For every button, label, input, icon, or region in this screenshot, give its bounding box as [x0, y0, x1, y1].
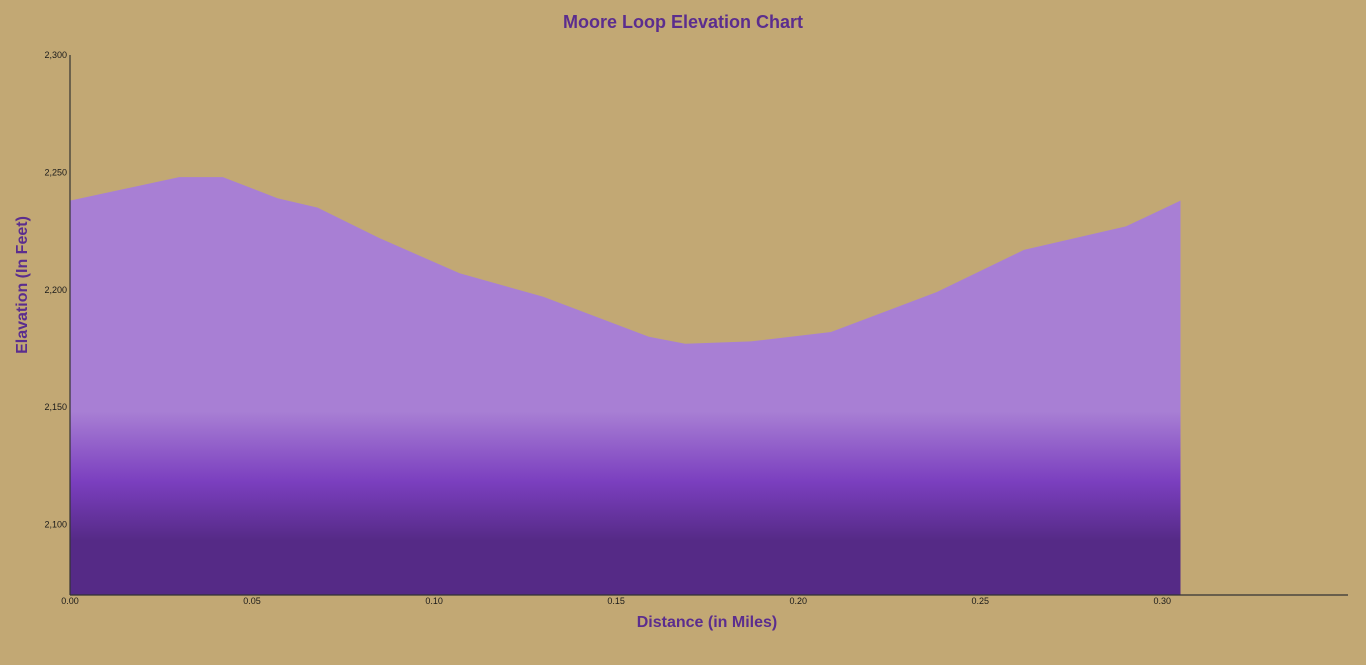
- x-tick-label: 0.25: [971, 596, 989, 606]
- y-tick-label: 2,150: [44, 402, 67, 412]
- y-tick-label: 2,100: [44, 520, 67, 530]
- x-tick-label: 0.30: [1154, 596, 1172, 606]
- y-tick-label: 2,300: [44, 50, 67, 60]
- x-axis-title: Distance (in Miles): [637, 614, 777, 631]
- elevation-area-0: [70, 177, 1181, 595]
- tick-layer: 0.00 0.05 0.10 0.15 0.20 0.25 0.30 2,100 2,150 2,…: [44, 50, 1171, 606]
- x-tick-label: 0.15: [607, 596, 625, 606]
- x-tick-label: 0.05: [243, 596, 261, 606]
- x-tick-label: 0.10: [425, 596, 443, 606]
- y-tick-label: 2,250: [44, 167, 67, 177]
- axis-layer: [69, 55, 1348, 596]
- area-layer: [70, 177, 1181, 595]
- x-tick-label: 0.00: [61, 596, 79, 606]
- y-axis-title: Elavation (In Feet): [14, 216, 31, 354]
- y-tick-label: 2,200: [44, 285, 67, 295]
- chart-title: Moore Loop Elevation Chart: [563, 12, 803, 32]
- x-tick-label: 0.20: [789, 596, 807, 606]
